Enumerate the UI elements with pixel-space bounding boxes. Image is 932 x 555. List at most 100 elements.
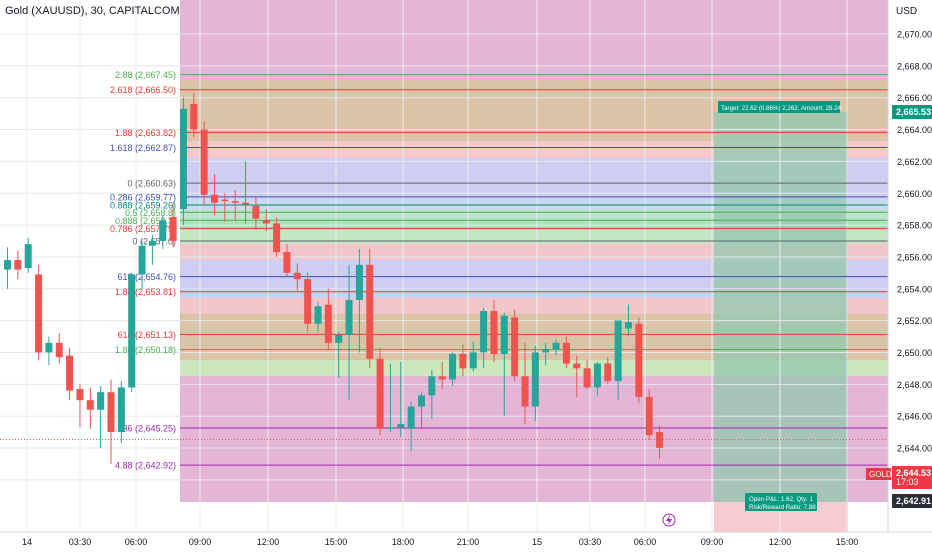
time-tick: 12:00 [257,537,280,547]
candle [500,312,508,417]
time-tick: 09:00 [189,537,212,547]
fib-level-label: 0.888 (2,659.26) [110,200,176,210]
candle-body [242,202,250,205]
time-tick: 09:00 [701,537,724,547]
candle [552,339,560,356]
candle-body [500,315,508,354]
candle-body [521,376,529,407]
candle-body [645,396,653,436]
time-tick: 21:00 [457,537,480,547]
candle-body [231,201,239,203]
candle [283,244,291,276]
candle-body [45,342,53,353]
target-label-bg [718,101,840,113]
candle-body [76,389,84,401]
candle [128,272,136,393]
fib-zone-salmon-1 [180,141,888,158]
candle-body [273,223,281,253]
candle [211,174,218,216]
candle-body [593,363,601,388]
time-tick: 06:00 [634,537,657,547]
candle-body [480,311,488,353]
candle [66,347,74,401]
time-tick: 12:00 [769,537,792,547]
target-box[interactable] [714,112,848,502]
candle [45,336,53,366]
candle-body [376,358,384,429]
candle-body [366,264,374,359]
candle [531,346,539,421]
candle-body [86,400,94,410]
candle [449,352,457,386]
candle [490,299,498,362]
candle [242,161,250,224]
symbol-title[interactable]: Gold (XAUUSD), 30, CAPITALCOM [5,5,180,17]
candle-body [24,244,32,269]
candle-body [345,299,353,335]
grid-lines [0,0,888,532]
candle [86,387,94,429]
lightning-icon[interactable] [662,513,676,527]
fib-level-label: 1.618 (2,662.87) [110,143,176,153]
candle-body [190,104,198,130]
candle [604,357,612,385]
fib-level-label: 0.286 (2,659.77) [110,192,176,202]
background-zones [180,0,888,532]
candle [645,389,653,440]
candle-body [304,279,312,324]
candle [159,215,167,249]
fib-level-label: 2.88 (2,667.45) [115,70,176,80]
candlesticks [4,92,664,464]
time-tick: 06:00 [125,537,148,547]
time-tick: 03:30 [69,537,92,547]
candle [76,384,84,428]
price-tick: 2,644.00 [897,444,932,454]
candle-body [221,199,229,202]
fib-level-label: 0 (2,660.63) [127,179,176,189]
current-price-tag-text: 2,644.53 [896,468,931,478]
candle-body [386,427,394,429]
candle [397,361,405,437]
candle [614,320,622,401]
time-tick: 15:00 [836,537,859,547]
candle-body [252,205,260,219]
price-axis-panel[interactable] [888,0,932,550]
target-price-tag: 2,665.53 [892,105,932,119]
candle-body [159,220,167,241]
candle [304,272,312,332]
target-label-text: Target: 22.62 (0.86%) 2,262, Amount: 28.… [721,105,842,112]
candle [169,202,177,248]
candle-body [107,392,115,432]
candle [593,361,601,396]
candle-body [656,432,664,448]
candle-body [138,245,146,275]
fib-zone-salmon-3 [180,298,888,314]
candle-body [490,311,498,354]
candle [428,369,436,420]
candle-body [459,353,467,369]
fib-retracement[interactable]: 2.88 (2,667.45) 2.618 (2,666.50) 1.88 (2,6… [110,70,888,471]
candle [366,248,374,369]
price-tick: 2,652.00 [897,316,932,326]
fib-zone-salmon-2 [180,244,888,260]
time-axis-panel[interactable] [0,532,932,550]
candle [273,217,281,257]
candle [469,341,477,372]
rr-label-text: Risk/Reward Ratio: 7.88 [749,504,816,511]
candle [148,234,156,265]
current-price-tag-bg [892,466,932,489]
candle-body [324,304,332,343]
candle [345,264,353,401]
candle-body [211,194,218,203]
candle [117,381,125,444]
currency-label[interactable]: USD [896,6,918,17]
fib-level-label: 0.786 (2,657.79) [110,224,176,234]
target-price-tag-text: 2,665.53 [896,107,931,117]
candle [252,196,260,229]
candle [542,342,550,366]
candle [4,247,11,289]
candle-body [552,342,560,350]
